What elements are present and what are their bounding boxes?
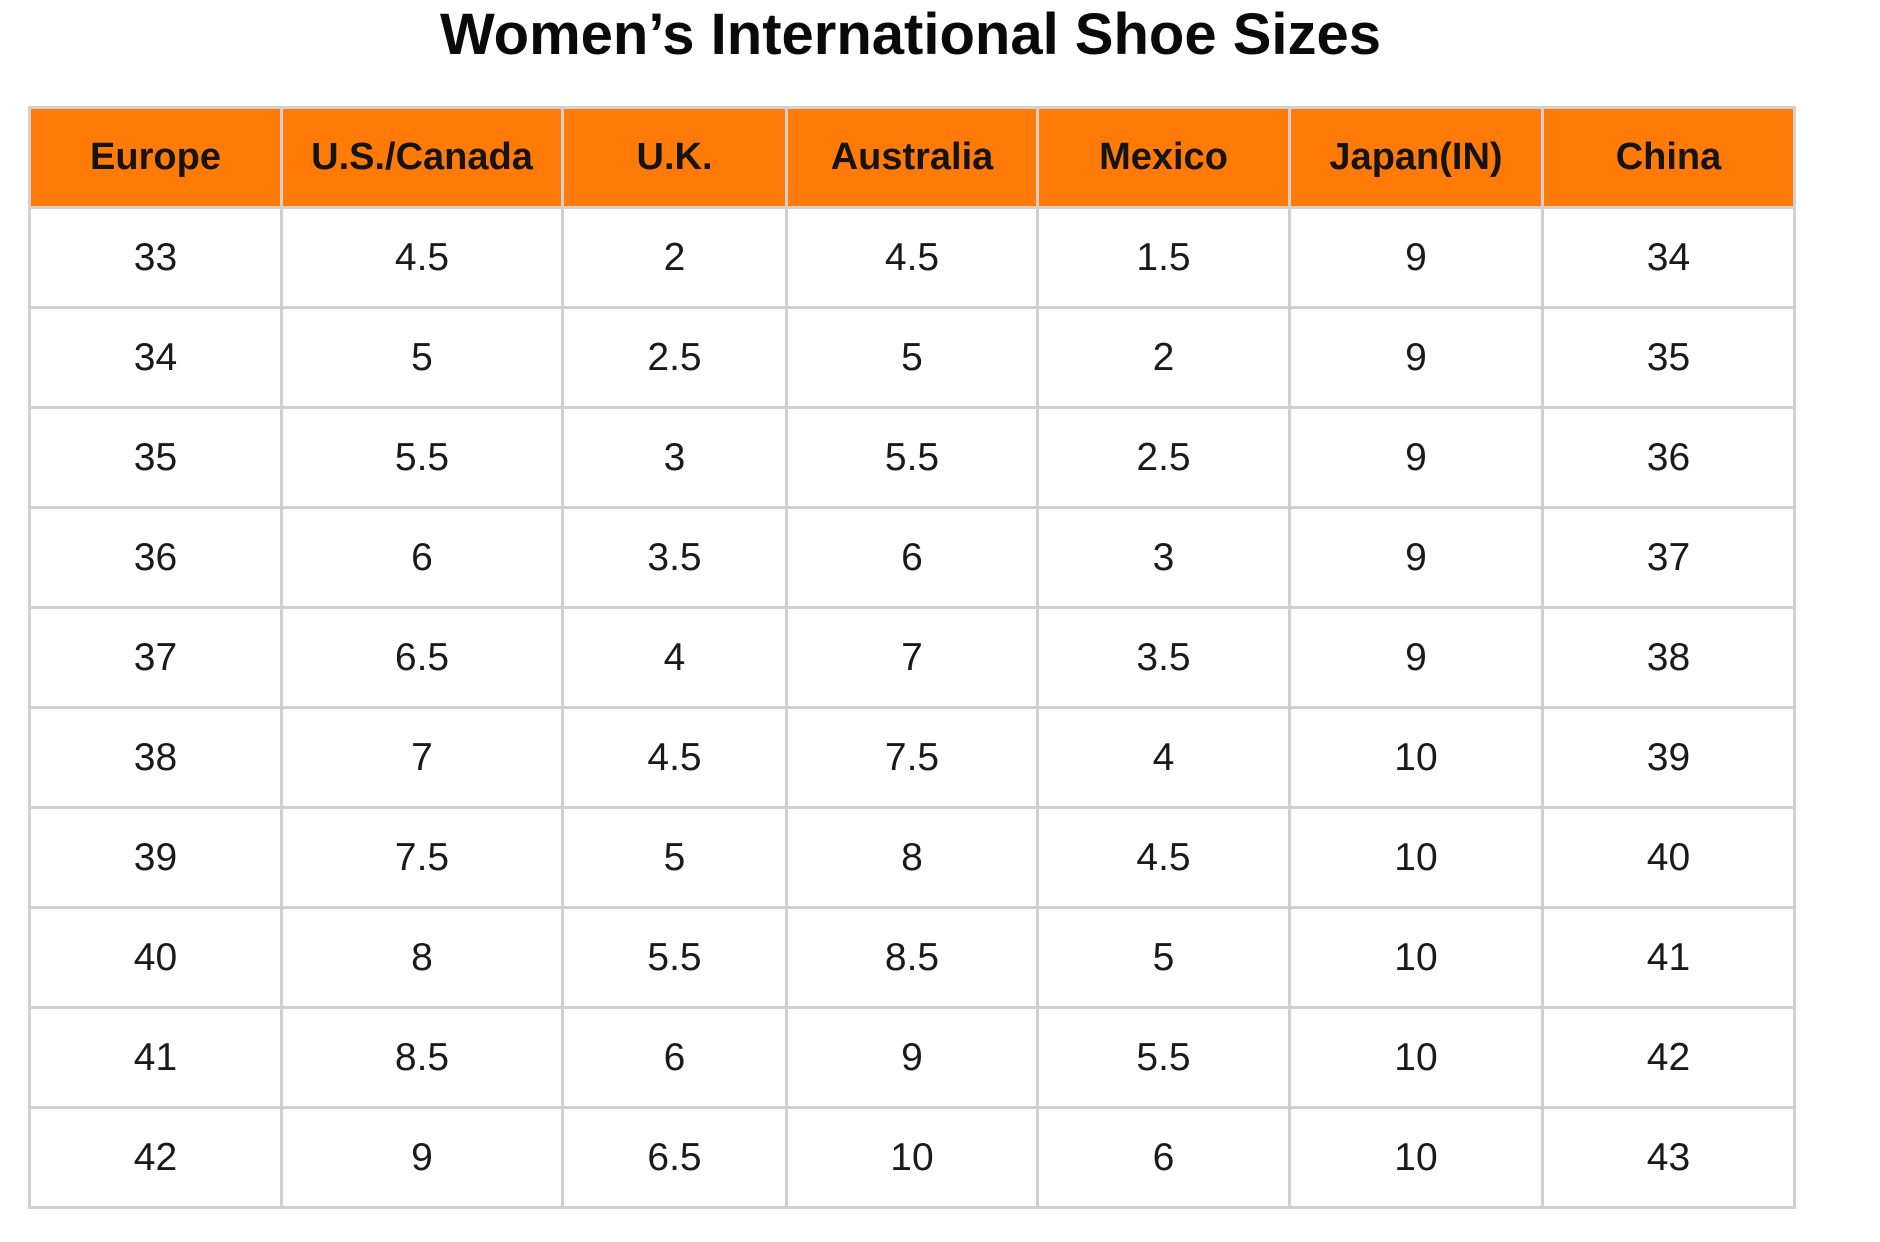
table-cell: 6 (785, 506, 1039, 609)
table-cell: 37 (28, 606, 283, 709)
table-row: 41 8.5 6 9 5.5 10 42 (28, 1006, 1796, 1109)
table-cell: 9 (1288, 206, 1544, 309)
table-row: 40 8 5.5 8.5 5 10 41 (28, 906, 1796, 1009)
table-header-row: Europe U.S./Canada U.K. Australia Mexico Japa… (28, 106, 1796, 209)
table-cell: 3.5 (561, 506, 788, 609)
column-header: China (1541, 106, 1796, 209)
table-cell: 4.5 (1036, 806, 1291, 909)
column-header: Australia (785, 106, 1039, 209)
table-cell: 2.5 (1036, 406, 1291, 509)
table-cell: 37 (1541, 506, 1796, 609)
table-cell: 2.5 (561, 306, 788, 409)
table-cell: 38 (1541, 606, 1796, 709)
table-row: 34 5 2.5 5 2 9 35 (28, 306, 1796, 409)
table-row: 33 4.5 2 4.5 1.5 9 34 (28, 206, 1796, 309)
column-header: Japan(IN) (1288, 106, 1544, 209)
table-cell: 10 (1288, 1106, 1544, 1209)
table-cell: 36 (28, 506, 283, 609)
column-header: Mexico (1036, 106, 1291, 209)
table-cell: 39 (28, 806, 283, 909)
table-cell: 4 (1036, 706, 1291, 809)
table-cell: 2 (1036, 306, 1291, 409)
table-cell: 3.5 (1036, 606, 1291, 709)
table-cell: 4.5 (561, 706, 788, 809)
table-cell: 7 (280, 706, 564, 809)
table-cell: 6 (1036, 1106, 1291, 1209)
table-cell: 6.5 (280, 606, 564, 709)
table-cell: 8 (280, 906, 564, 1009)
table-cell: 3 (561, 406, 788, 509)
table-cell: 34 (28, 306, 283, 409)
table-cell: 10 (1288, 1006, 1544, 1109)
table-cell: 10 (1288, 806, 1544, 909)
table-cell: 1.5 (1036, 206, 1291, 309)
table-cell: 41 (28, 1006, 283, 1109)
table-cell: 9 (785, 1006, 1039, 1109)
table-cell: 9 (1288, 406, 1544, 509)
table-cell: 4 (561, 606, 788, 709)
table-cell: 7.5 (280, 806, 564, 909)
table-cell: 5 (561, 806, 788, 909)
table-cell: 6 (561, 1006, 788, 1109)
table-cell: 7 (785, 606, 1039, 709)
table-row: 37 6.5 4 7 3.5 9 38 (28, 606, 1796, 709)
table-row: 39 7.5 5 8 4.5 10 40 (28, 806, 1796, 909)
table-cell: 42 (1541, 1006, 1796, 1109)
table-cell: 10 (785, 1106, 1039, 1209)
page-title: Women’s International Shoe Sizes (439, 2, 1382, 67)
table-cell: 5 (1036, 906, 1291, 1009)
table-cell: 6 (280, 506, 564, 609)
column-header: U.S./Canada (280, 106, 564, 209)
table-cell: 42 (28, 1106, 283, 1209)
table-cell: 4.5 (785, 206, 1039, 309)
table-cell: 41 (1541, 906, 1796, 1009)
table-cell: 3 (1036, 506, 1291, 609)
table-cell: 43 (1541, 1106, 1796, 1209)
table-cell: 6.5 (561, 1106, 788, 1209)
table-cell: 34 (1541, 206, 1796, 309)
table-cell: 9 (1288, 506, 1544, 609)
column-header: U.K. (561, 106, 788, 209)
table-cell: 36 (1541, 406, 1796, 509)
table-cell: 10 (1288, 706, 1544, 809)
table-cell: 40 (28, 906, 283, 1009)
table-cell: 5 (280, 306, 564, 409)
table-cell: 2 (561, 206, 788, 309)
table-cell: 7.5 (785, 706, 1039, 809)
table-cell: 9 (280, 1106, 564, 1209)
table-row: 35 5.5 3 5.5 2.5 9 36 (28, 406, 1796, 509)
table-cell: 8 (785, 806, 1039, 909)
table-cell: 9 (1288, 606, 1544, 709)
table-cell: 5 (785, 306, 1039, 409)
table-cell: 8.5 (785, 906, 1039, 1009)
table-cell: 8.5 (280, 1006, 564, 1109)
table-cell: 5.5 (561, 906, 788, 1009)
table-cell: 39 (1541, 706, 1796, 809)
table-cell: 33 (28, 206, 283, 309)
table-cell: 40 (1541, 806, 1796, 909)
table-row: 36 6 3.5 6 3 9 37 (28, 506, 1796, 609)
table-cell: 35 (28, 406, 283, 509)
table-cell: 9 (1288, 306, 1544, 409)
table-cell: 5.5 (785, 406, 1039, 509)
table-cell: 5.5 (280, 406, 564, 509)
shoe-size-table: Europe U.S./Canada U.K. Australia Mexico Japa… (28, 106, 1796, 1209)
table-row: 38 7 4.5 7.5 4 10 39 (28, 706, 1796, 809)
table-cell: 4.5 (280, 206, 564, 309)
table-cell: 38 (28, 706, 283, 809)
table-cell: 5.5 (1036, 1006, 1291, 1109)
table-row: 42 9 6.5 10 6 10 43 (28, 1106, 1796, 1209)
column-header: Europe (28, 106, 283, 209)
table-cell: 35 (1541, 306, 1796, 409)
table-cell: 10 (1288, 906, 1544, 1009)
